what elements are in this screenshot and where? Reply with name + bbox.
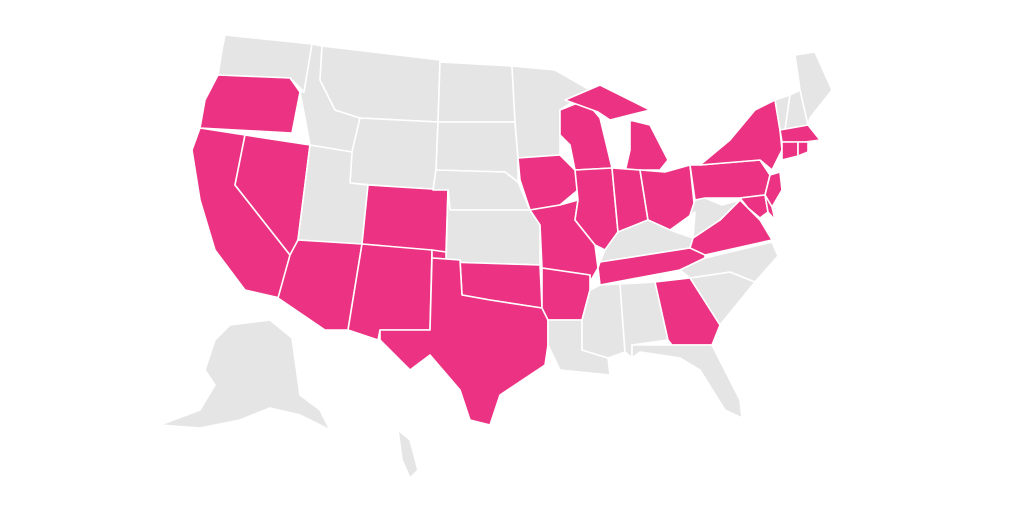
state-nc xyxy=(679,241,779,283)
state-co xyxy=(361,184,449,253)
state-tx xyxy=(379,257,549,426)
state-mi-up xyxy=(564,84,651,121)
state-nj xyxy=(764,171,783,208)
state-fl xyxy=(631,344,743,419)
state-ak xyxy=(159,319,331,431)
state-ar xyxy=(541,267,591,321)
state-ma xyxy=(779,124,821,143)
state-pa xyxy=(689,159,771,201)
state-hi xyxy=(397,429,419,479)
state-ri xyxy=(797,141,809,157)
state-mt xyxy=(319,45,441,123)
state-nd xyxy=(437,61,516,123)
state-ct xyxy=(781,141,799,161)
state-ny xyxy=(699,99,783,171)
state-de xyxy=(764,194,776,221)
state-or xyxy=(199,74,301,134)
state-nm xyxy=(347,243,433,341)
state-ms xyxy=(581,283,626,359)
state-md xyxy=(739,194,769,219)
state-wy xyxy=(349,117,439,191)
state-ia xyxy=(517,154,579,211)
state-mi xyxy=(624,119,669,173)
